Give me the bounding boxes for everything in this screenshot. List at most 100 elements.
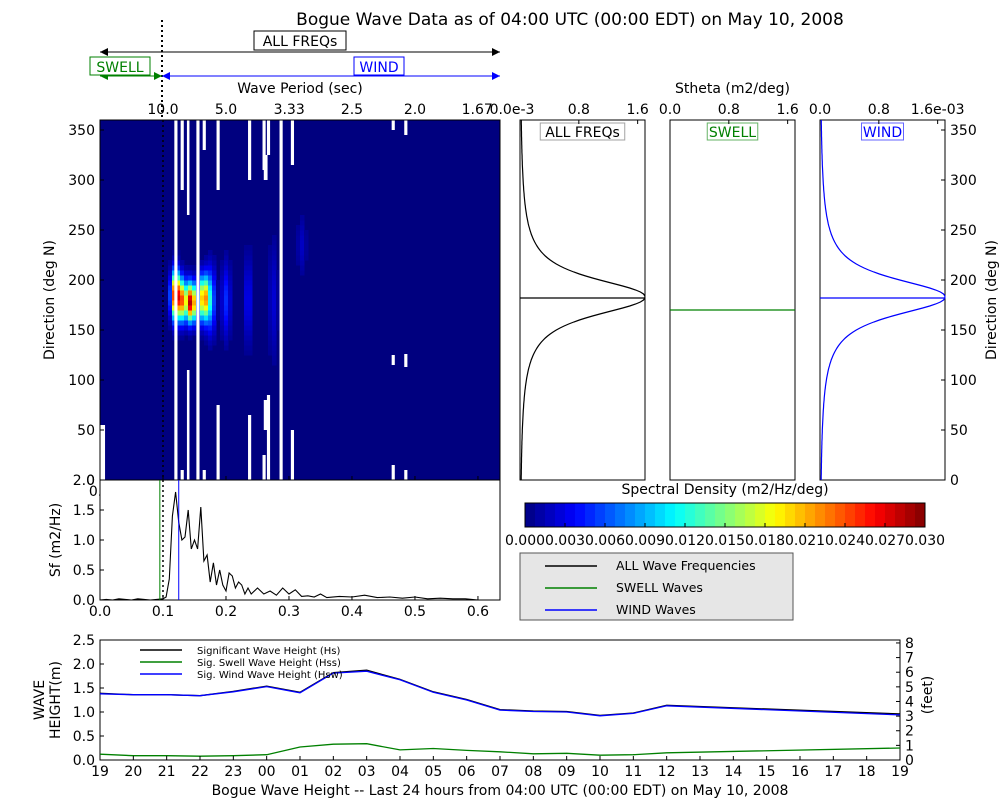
heatmap-cell: [244, 290, 249, 296]
heatmap-cell: [248, 255, 253, 261]
heatmap-cell: [224, 340, 229, 346]
height-xtick-label: 20: [124, 764, 142, 780]
heatmap-cell: [272, 340, 277, 346]
heatmap-cell: [204, 290, 209, 296]
heatmap-cell: [248, 245, 253, 251]
heatmap-cell: [168, 315, 173, 321]
heatmap-cell: [272, 270, 277, 276]
heatmap-cell: [180, 330, 185, 336]
heatmap-cell: [268, 345, 273, 351]
heatmap-cell: [216, 280, 221, 286]
heatmap-cell: [200, 275, 205, 281]
heatmap-background: [100, 120, 500, 480]
heatmap-cell: [248, 305, 253, 311]
height-xtick-label: 19: [91, 764, 109, 780]
colorbar-segment: [775, 503, 786, 527]
heatmap-gap: [266, 120, 271, 155]
heatmap-cell: [172, 305, 177, 311]
heatmap-cell: [220, 295, 225, 301]
colorbar-tick-label: 0.015: [705, 533, 745, 549]
heatmap-cell: [300, 230, 305, 236]
heatmap-cell: [176, 335, 181, 341]
heatmap-cell: [208, 325, 213, 331]
heatmap-cell: [228, 330, 233, 336]
heatmap-cell: [204, 335, 209, 341]
colorbar-segment: [785, 503, 796, 527]
colorbar-segment: [715, 503, 726, 527]
direction-all-label: ALL FREQs: [545, 125, 620, 141]
height-xtick-label: 15: [758, 764, 776, 780]
heatmap-cell: [244, 255, 249, 261]
height-xtick-label: 11: [624, 764, 642, 780]
heatmap-cell: [192, 320, 197, 326]
heatmap-cell: [172, 280, 177, 286]
heatmap-cell: [248, 345, 253, 351]
heatmap-gap: [404, 470, 408, 480]
heatmap-ytick-label: 350: [68, 123, 95, 139]
heatmap-cell: [244, 345, 249, 351]
heatmap-cell: [272, 325, 277, 331]
colorbar-tick-label: 0.024: [825, 533, 865, 549]
heatmap-cell: [184, 305, 189, 311]
direction-wind-curve: [820, 120, 946, 480]
heatmap-cell: [184, 285, 189, 291]
colorbar-segment: [745, 503, 756, 527]
heatmap-cell: [176, 320, 181, 326]
heatmap-cell: [204, 325, 209, 331]
heatmap-cell: [248, 250, 253, 256]
spectrum-ytick-label: 2.0: [73, 473, 95, 489]
colorbar-tick-label: 0.012: [665, 533, 705, 549]
heatmap-cell: [180, 320, 185, 326]
heatmap-cell: [220, 300, 225, 306]
heatmap-cell: [268, 340, 273, 346]
colorbar-tick-label: 0.006: [585, 533, 625, 549]
heatmap-gap: [248, 415, 252, 480]
heatmap-cell: [248, 280, 253, 286]
heatmap-cell: [188, 270, 193, 276]
heatmap-cell: [168, 310, 173, 316]
heatmap-cell: [272, 280, 277, 286]
spectrum-ytick-label: 0.5: [73, 563, 95, 579]
heatmap-cell: [192, 300, 197, 306]
direction-wind-xtick-label: 0.0: [809, 102, 831, 118]
spectrum-xtick-label: 0.3: [278, 604, 300, 620]
heatmap-cell: [244, 325, 249, 331]
colorbar-segment: [835, 503, 846, 527]
heatmap-cell: [268, 305, 273, 311]
heatmap-cell: [268, 350, 273, 356]
heatmap-gap: [290, 120, 295, 165]
colorbar-label: Spectral Density (m2/Hz/deg): [621, 482, 828, 498]
heatmap-cell: [184, 275, 189, 281]
heatmap-cell: [268, 260, 273, 266]
direction-all-xtick-label: 1.6: [627, 102, 649, 118]
heatmap-cell: [248, 350, 253, 356]
heatmap-ytick-label: 100: [68, 373, 95, 389]
heatmap-cell: [200, 315, 205, 321]
heatmap-cell: [228, 310, 233, 316]
frequency-spectrum-plot: 0.0 0.5 1.0 1.5 2.0 0.0 0.1 0.2 0.3 0.4 0.5 0.6 Sf (…: [48, 473, 501, 620]
heatmap-cell: [208, 280, 213, 286]
heatmap-cell: [208, 335, 213, 341]
height-ytick-label: 0.0: [73, 753, 95, 769]
heatmap-cell: [200, 295, 205, 301]
heatmap-gap: [186, 370, 190, 480]
direction-swell-xtick-label: 0.8: [718, 102, 740, 118]
heatmap-cell: [188, 300, 193, 306]
heatmap-gap: [202, 120, 206, 150]
height-legend-entry: Sig. Wind Wave Height (Hsw): [197, 670, 343, 681]
heatmap-cell: [224, 315, 229, 321]
heatmap-cell: [200, 320, 205, 326]
heatmap-cell: [208, 315, 213, 321]
spectrum-xtick-label: 0.1: [152, 604, 174, 620]
heatmap-cell: [224, 300, 229, 306]
heatmap-cell: [188, 285, 193, 291]
heatmap-cell: [200, 265, 205, 271]
heatmap-cell: [200, 300, 205, 306]
heatmap-cell: [224, 305, 229, 311]
heatmap-cell: [244, 275, 249, 281]
heatmap-cell: [268, 290, 273, 296]
height-ylabel-line2: HEIGHT(m): [48, 661, 64, 739]
heatmap-cell: [168, 265, 173, 271]
heatmap-cell: [180, 290, 185, 296]
heatmap-cell: [188, 275, 193, 281]
